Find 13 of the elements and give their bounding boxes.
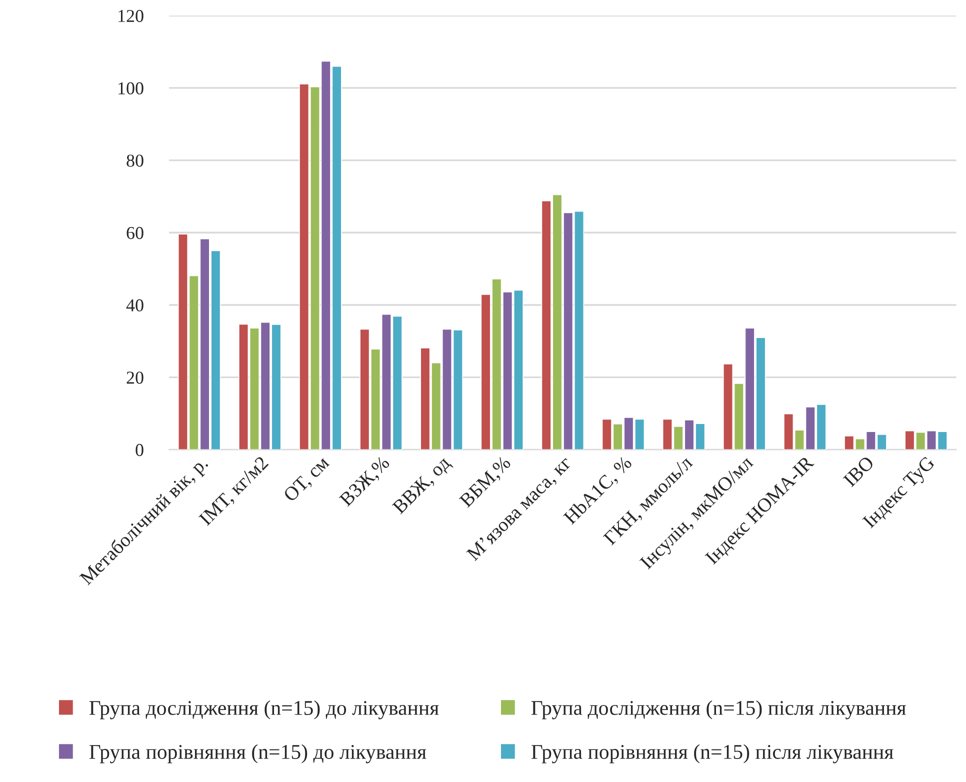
y-tick-label: 100 [118, 82, 144, 94]
legend-label: Група дослідження (n=15) після лікування [531, 700, 906, 720]
x-tick-label: ОТ, см [282, 455, 332, 504]
y-tick-label: 40 [126, 299, 144, 312]
legend-label: Група дослідження (n=15) до лікування [89, 700, 439, 720]
legend-label: Група порівняння (n=15) після лікування [531, 744, 894, 764]
y-tick-label: 0 [136, 444, 144, 456]
y-tick-label: 120 [118, 10, 144, 22]
y-tick-label: 80 [126, 154, 144, 167]
y-tick-label: 20 [126, 372, 144, 384]
legend-label: Група порівняння (n=15) до лікування [89, 744, 426, 764]
y-tick-label: 60 [126, 226, 144, 240]
x-tick-label: ІВО [842, 456, 875, 488]
